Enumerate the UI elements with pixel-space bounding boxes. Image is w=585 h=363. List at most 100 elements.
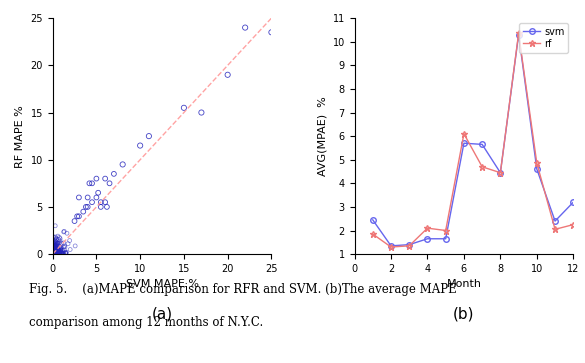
Point <box>53 250 63 256</box>
Point <box>63 241 73 246</box>
Point <box>105 180 114 186</box>
Point <box>136 143 145 148</box>
Point <box>54 248 63 254</box>
Point <box>57 250 67 256</box>
Point <box>54 250 64 256</box>
Point <box>49 251 58 257</box>
Point <box>51 250 60 256</box>
Point <box>49 249 58 254</box>
Point <box>102 204 112 210</box>
Point <box>118 162 128 167</box>
Point <box>51 242 60 248</box>
Point <box>49 250 58 256</box>
Point <box>49 245 58 250</box>
Point <box>51 250 60 256</box>
Point <box>49 248 58 254</box>
svm <box>406 242 413 247</box>
rf <box>460 132 467 136</box>
Point <box>54 237 63 242</box>
rf <box>570 223 577 227</box>
Point <box>70 218 79 224</box>
Point <box>51 250 60 256</box>
Point <box>51 245 60 251</box>
Point <box>52 249 61 255</box>
Point <box>56 250 65 256</box>
Point <box>49 249 58 255</box>
Point <box>53 233 63 239</box>
Point <box>50 248 59 254</box>
Point <box>53 248 63 253</box>
Point <box>50 238 60 244</box>
Point <box>57 250 67 256</box>
Point <box>74 213 84 219</box>
Point <box>51 248 60 253</box>
Point <box>51 251 60 257</box>
Point <box>49 249 58 255</box>
Point <box>50 244 60 249</box>
Point <box>51 249 61 255</box>
Point <box>53 248 63 254</box>
Point <box>54 240 63 246</box>
Point <box>54 240 64 246</box>
Point <box>59 240 68 246</box>
rf <box>479 164 486 169</box>
Point <box>49 247 58 253</box>
Point <box>57 248 67 253</box>
Point <box>53 250 63 256</box>
Point <box>49 247 58 253</box>
Point <box>55 234 64 240</box>
Point <box>51 247 61 253</box>
Point <box>60 244 70 250</box>
Point <box>49 244 58 250</box>
Point <box>49 242 58 248</box>
Point <box>49 248 58 254</box>
Point <box>49 250 58 256</box>
Point <box>50 240 59 246</box>
Point <box>50 250 59 256</box>
Point <box>49 248 58 254</box>
Point <box>49 248 58 254</box>
Point <box>49 249 58 255</box>
Point <box>51 245 60 251</box>
Point <box>144 133 154 139</box>
Point <box>87 199 97 205</box>
Point <box>56 248 65 253</box>
Point <box>56 245 66 251</box>
Text: Fig. 5.    (a)MAPE comparison for RFR and SVM. (b)The average MAPE: Fig. 5. (a)MAPE comparison for RFR and S… <box>29 283 457 296</box>
Point <box>54 248 64 254</box>
svm <box>460 141 467 146</box>
Point <box>53 240 62 246</box>
Point <box>49 249 58 255</box>
Point <box>49 248 58 254</box>
Point <box>50 249 59 255</box>
Point <box>51 249 61 255</box>
Point <box>49 245 58 250</box>
Point <box>49 247 58 253</box>
X-axis label: SVM MAPE %: SVM MAPE % <box>126 280 198 289</box>
Point <box>197 110 206 115</box>
Point <box>56 250 65 256</box>
Point <box>49 245 58 251</box>
Point <box>49 234 58 240</box>
Point <box>50 242 60 248</box>
Point <box>55 248 64 253</box>
Point <box>240 25 250 30</box>
Point <box>52 246 61 252</box>
Point <box>62 230 71 236</box>
Point <box>51 251 60 257</box>
Point <box>85 180 94 186</box>
Point <box>51 241 61 247</box>
Line: rf: rf <box>369 30 577 250</box>
Point <box>66 246 75 252</box>
svm <box>515 32 522 37</box>
Point <box>96 199 105 205</box>
Point <box>61 251 70 257</box>
Point <box>50 245 59 250</box>
Point <box>50 249 59 255</box>
Point <box>50 250 60 256</box>
Point <box>59 251 68 257</box>
svm <box>534 167 541 171</box>
Point <box>92 195 101 200</box>
Point <box>51 246 60 252</box>
Point <box>51 250 60 256</box>
